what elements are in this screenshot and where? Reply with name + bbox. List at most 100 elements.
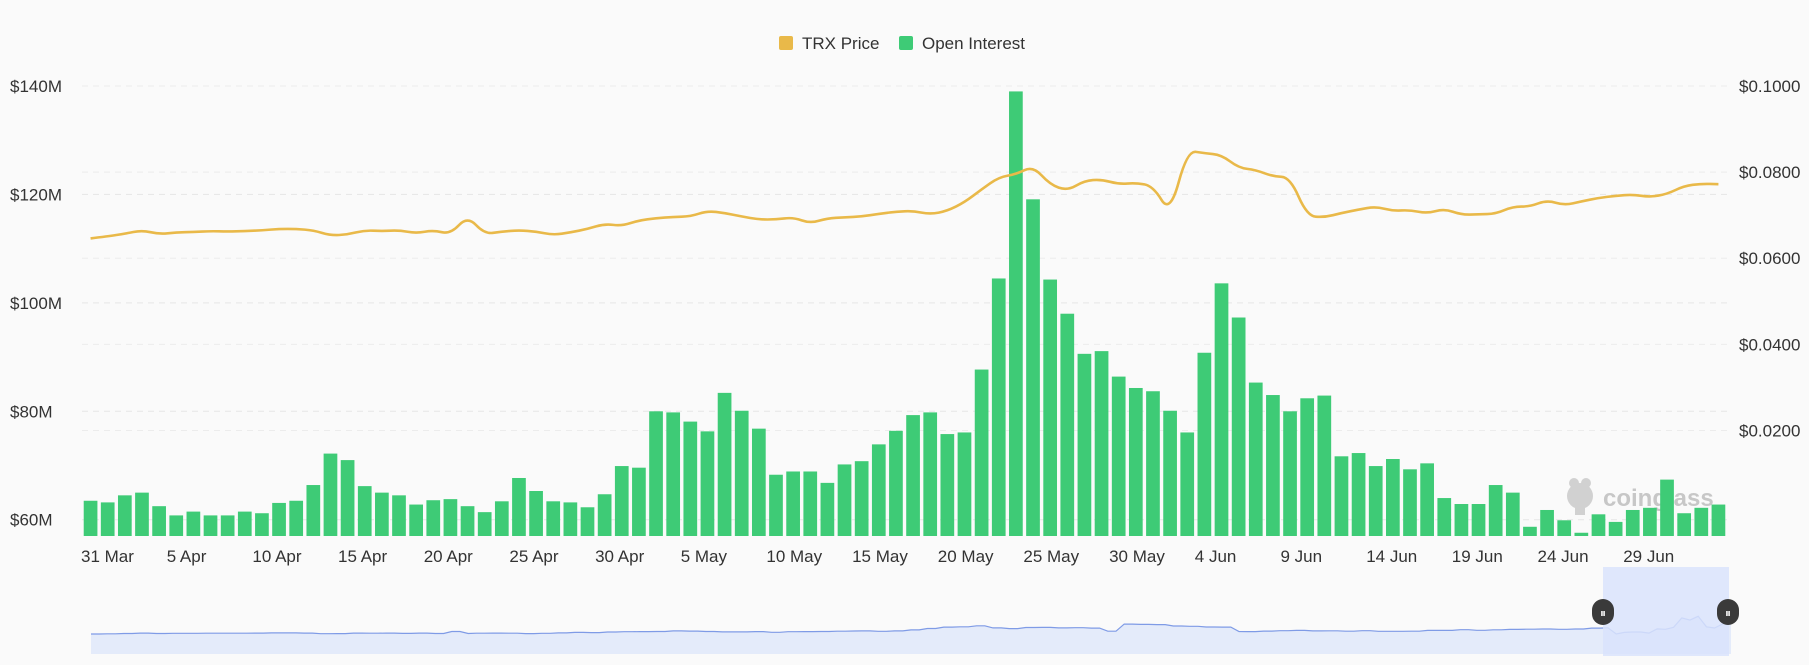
legend-swatch-open-interest[interactable] [899, 36, 913, 50]
oi-bar [1574, 532, 1589, 536]
oi-bar [666, 412, 681, 536]
oi-bar [1111, 376, 1126, 536]
oi-bar [375, 492, 389, 536]
oi-bar [1505, 492, 1520, 536]
oi-bar [1677, 513, 1692, 536]
oi-bar [220, 515, 235, 536]
legend-label-trx-price[interactable]: TRX Price [802, 34, 879, 53]
oi-bar [83, 500, 98, 536]
oi-bar [769, 474, 783, 536]
oi-bar [529, 491, 543, 536]
oi-bar [1557, 520, 1572, 536]
y-left-tick-label: $100M [10, 294, 62, 313]
navigator-line [91, 615, 1732, 635]
oi-bar [700, 431, 715, 536]
oi-bar [340, 460, 355, 536]
oi-bar [1266, 395, 1280, 536]
oi-bar [1488, 485, 1503, 536]
watermark-text: coinglass [1603, 485, 1714, 512]
oi-bar [494, 501, 509, 536]
pause-icon: ⏸ [1725, 606, 1731, 620]
oi-bar [460, 506, 475, 536]
oi-bar [1540, 509, 1554, 536]
oi-bar [940, 434, 955, 536]
oi-bar [117, 495, 132, 536]
y-right-tick-label: $0.0800 [1739, 163, 1800, 182]
oi-bar [1420, 463, 1434, 536]
time-navigator[interactable]: ⏸ ⏸ [91, 567, 1739, 656]
y-right-tick-label: $0.0600 [1739, 249, 1800, 268]
oi-bar [683, 421, 698, 536]
oi-bar [974, 369, 989, 536]
legend-swatch-trx-price[interactable] [779, 36, 793, 50]
watermark: coinglass [1567, 478, 1714, 515]
oi-bar [237, 511, 252, 536]
oi-bar [255, 513, 269, 536]
oi-bar [306, 485, 321, 536]
oi-bar [426, 500, 441, 536]
oi-bar [871, 444, 886, 536]
x-tick-label: 15 Apr [338, 547, 387, 566]
y-axis-left-labels: $140M $120M $100M $80M $60M [10, 77, 62, 530]
y-left-tick-label: $80M [10, 402, 53, 421]
oi-bar [357, 486, 372, 536]
oi-bar [1334, 456, 1349, 536]
oi-bar [786, 471, 800, 536]
x-tick-label: 29 Jun [1623, 547, 1674, 566]
oi-bar [1043, 279, 1058, 536]
oi-bar [734, 410, 749, 536]
navigator-selection[interactable] [1603, 567, 1729, 656]
oi-bar [580, 507, 595, 536]
x-tick-label: 19 Jun [1452, 547, 1503, 566]
x-tick-label: 4 Jun [1195, 547, 1237, 566]
oi-bar [1163, 410, 1177, 536]
oi-bar [1660, 479, 1674, 536]
oi-bar [135, 492, 149, 536]
x-tick-label: 24 Jun [1538, 547, 1589, 566]
oi-bar [1180, 432, 1195, 536]
oi-bar [1248, 382, 1263, 536]
oi-bar [1231, 317, 1246, 536]
x-tick-label: 14 Jun [1366, 547, 1417, 566]
y-axis-right-labels: $0.1000 $0.0800 $0.0600 $0.0400 $0.0200 [1739, 77, 1800, 441]
x-tick-label: 10 Apr [252, 547, 301, 566]
y-left-tick-label: $120M [10, 185, 62, 204]
x-tick-label: 25 Apr [509, 547, 558, 566]
oi-bar [1009, 91, 1023, 537]
oi-bar [1077, 353, 1092, 536]
oi-bar [820, 482, 835, 536]
oi-bar [1026, 199, 1040, 536]
oi-bar [717, 392, 732, 536]
x-tick-label: 20 May [938, 547, 994, 566]
navigator-area [91, 616, 1731, 654]
oi-bar [323, 453, 338, 536]
legend-label-open-interest[interactable]: Open Interest [922, 34, 1025, 53]
oi-bar [546, 501, 561, 536]
x-tick-label: 5 May [681, 547, 728, 566]
oi-bar [1351, 453, 1366, 536]
x-tick-label: 10 May [766, 547, 822, 566]
oi-bar [1711, 504, 1726, 536]
oi-bar [991, 278, 1006, 536]
oi-bar [512, 477, 526, 536]
oi-bar [1368, 466, 1383, 536]
oi-bar [923, 412, 938, 536]
x-tick-label: 30 May [1109, 547, 1165, 566]
oi-bar [803, 471, 818, 536]
oi-bar [477, 512, 492, 536]
oi-bar [1300, 398, 1315, 536]
navigator-handle-left[interactable]: ⏸ [1592, 599, 1614, 625]
oi-bar [854, 461, 869, 536]
oi-bar [1437, 498, 1452, 536]
oi-bar [152, 506, 166, 536]
open-interest-bars [83, 91, 1726, 537]
oi-bar [1694, 507, 1709, 536]
navigator-handle-right[interactable]: ⏸ [1717, 599, 1739, 625]
x-tick-label: 15 May [852, 547, 908, 566]
x-tick-label: 31 Mar [81, 547, 134, 566]
legend[interactable]: TRX Price Open Interest [779, 34, 1025, 53]
oi-bar [1608, 521, 1623, 536]
oi-bar [563, 502, 578, 536]
